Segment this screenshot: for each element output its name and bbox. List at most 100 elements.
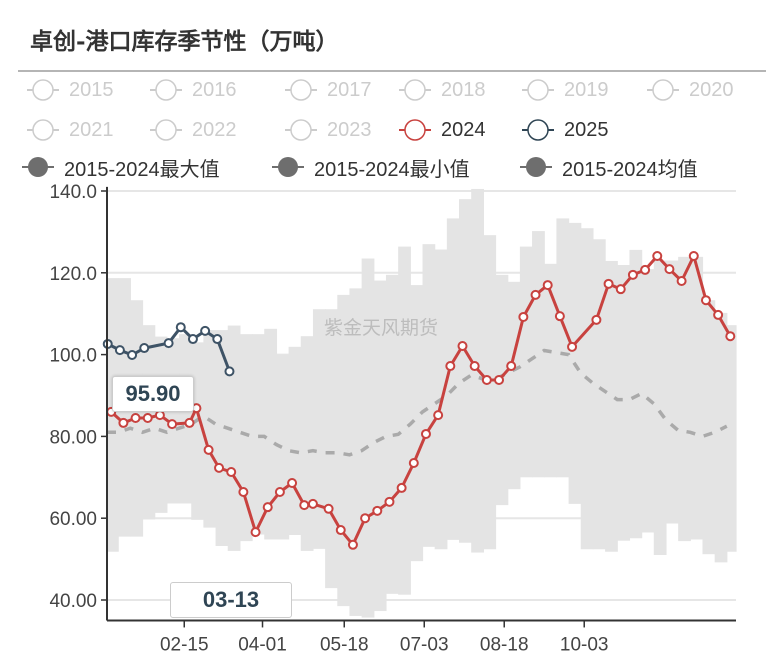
legend-label: 2016	[192, 78, 237, 101]
watermark: 紫金天风期货	[324, 318, 439, 339]
point-2025	[175, 322, 186, 333]
legend-item-2015-2024均值[interactable]: 2015-2024均值	[518, 155, 698, 181]
legend-item-2022[interactable]: 2022	[148, 118, 237, 142]
legend-item-2016[interactable]: 2016	[148, 78, 237, 102]
legend-item-2020[interactable]: 2020	[645, 78, 734, 102]
legend-label: 2021	[69, 118, 114, 141]
y-tick-label: 120.0	[49, 264, 97, 285]
x-axis-pointer-label: 03-13	[170, 582, 292, 618]
hollow-circle-icon	[647, 79, 679, 101]
point-2024	[700, 295, 711, 306]
point-2024	[307, 498, 318, 509]
legend-label: 2022	[192, 118, 237, 141]
legend-label: 2023	[327, 118, 372, 141]
point-2024	[554, 311, 565, 322]
legend-label: 2024	[441, 118, 486, 141]
line-2025	[107, 325, 231, 372]
y-tick-label: 60.00	[49, 509, 97, 530]
legend-item-2018[interactable]: 2018	[397, 78, 486, 102]
x-tick-label: 10-03	[560, 634, 609, 655]
y-tick-label: 100.0	[49, 346, 97, 367]
band-week	[532, 231, 545, 478]
band-week	[300, 336, 314, 551]
band-week	[373, 280, 387, 612]
point-2024	[530, 289, 541, 300]
band-week	[325, 309, 338, 589]
point-2024	[323, 503, 334, 514]
band-week	[398, 246, 411, 595]
band-week	[154, 336, 168, 513]
legend-item-2025[interactable]: 2025	[520, 118, 609, 142]
point-2024	[118, 417, 129, 428]
point-2024	[603, 278, 614, 289]
point-2025	[187, 334, 198, 345]
x-tick-label: 04-01	[238, 634, 287, 655]
point-2024	[542, 280, 553, 291]
point-2025	[212, 334, 223, 345]
hollow-circle-icon	[285, 119, 317, 141]
point-2024	[725, 331, 736, 342]
point-2025	[224, 366, 235, 377]
band-week	[714, 312, 728, 563]
point-2024	[360, 513, 371, 524]
point-2024	[335, 525, 346, 536]
legend-item-2019[interactable]: 2019	[520, 78, 609, 102]
legend-item-2024[interactable]: 2024	[397, 118, 486, 142]
legend-item-2017[interactable]: 2017	[283, 78, 372, 102]
band-week	[215, 330, 229, 547]
chart-title: 卓创-港口库存季节性（万吨）	[30, 28, 339, 55]
point-2024	[287, 478, 298, 489]
y-tick-label: 80.00	[49, 427, 97, 448]
point-2024	[494, 374, 505, 385]
legend-label: 2020	[689, 78, 734, 101]
point-2025	[200, 325, 211, 336]
hollow-circle-icon	[399, 119, 431, 141]
x-tick-label: 05-18	[320, 634, 369, 655]
point-2025	[114, 345, 125, 356]
filled-circle-icon	[272, 157, 304, 177]
x-axis-pointer-text: 03-13	[202, 587, 260, 612]
hollow-circle-icon	[522, 119, 554, 141]
band-week	[337, 294, 351, 607]
point-2024	[713, 309, 724, 320]
y-tick-label: 40.00	[49, 591, 97, 612]
point-2024	[457, 341, 468, 352]
point-2025	[163, 338, 174, 349]
x-tick-label: 02-15	[160, 634, 209, 655]
title-divider	[18, 70, 766, 72]
point-2024	[238, 487, 249, 498]
band-week	[507, 281, 521, 490]
legend-item-2015-2024最大值[interactable]: 2015-2024最大值	[20, 155, 220, 181]
point-2024	[396, 482, 407, 493]
x-tick-label: 07-03	[400, 634, 449, 655]
legend-item-2015[interactable]: 2015	[25, 78, 114, 102]
hollow-circle-icon	[27, 79, 59, 101]
legend-label: 2025	[564, 118, 609, 141]
legend-label: 2019	[564, 78, 609, 101]
legend-item-2023[interactable]: 2023	[283, 118, 372, 142]
point-2024	[640, 264, 651, 275]
point-2024	[518, 311, 529, 322]
point-2024	[142, 412, 153, 423]
point-2024	[676, 275, 687, 286]
hollow-circle-icon	[150, 79, 182, 101]
legend-item-2015-2024最小值[interactable]: 2015-2024最小值	[270, 155, 470, 181]
hollow-circle-icon	[522, 79, 554, 101]
point-2024	[214, 462, 225, 473]
band-week	[702, 300, 716, 555]
band-week	[592, 239, 606, 550]
band-week	[690, 256, 704, 540]
x-tick-label: 08-18	[480, 634, 529, 655]
point-2024	[372, 505, 383, 516]
legend-item-2021[interactable]: 2021	[25, 118, 114, 142]
band-week	[239, 334, 253, 542]
y-tick-label: 140.0	[49, 182, 97, 203]
point-2024	[433, 410, 444, 421]
band-week	[422, 244, 436, 547]
band-week	[544, 263, 558, 478]
band-week	[617, 265, 631, 541]
legend-label: 2015-2024均值	[562, 158, 698, 181]
band-week	[580, 228, 594, 550]
legend-label: 2017	[327, 78, 372, 101]
